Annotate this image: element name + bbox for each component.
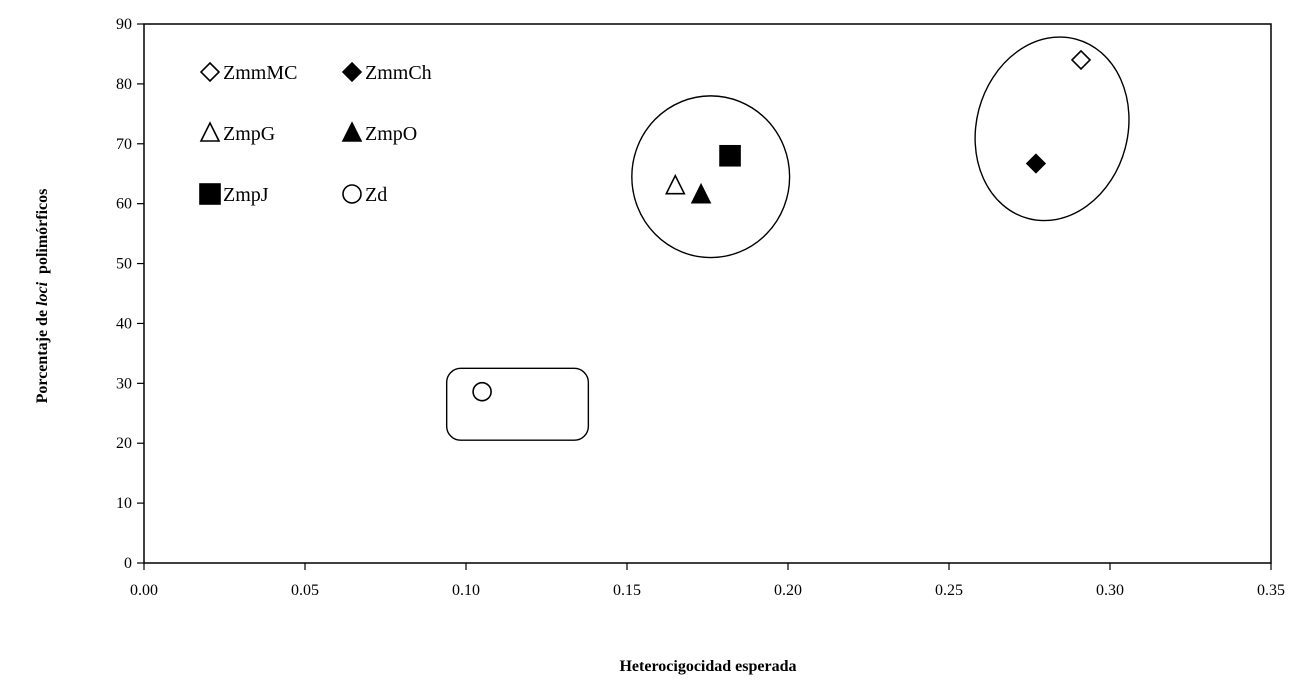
legend-marker-zmmch xyxy=(341,61,363,83)
x-tick-label: 0.25 xyxy=(935,582,963,599)
y-tick-label: 80 xyxy=(116,76,132,93)
legend-marker-zd xyxy=(342,184,362,204)
x-axis-title: Heterocigocidad esperada xyxy=(619,658,796,675)
legend-marker-zmpj xyxy=(199,183,221,205)
y-tick-label: 60 xyxy=(116,196,132,213)
legend: ZmmMC ZmmCh ZmpG ZmpO ZmpJ Zd xyxy=(199,61,432,206)
cluster-ellipse-zmm xyxy=(974,36,1130,222)
y-axis-title: Porcentaje de loci polimórficos xyxy=(34,189,51,404)
legend-label-zmpo: ZmpO xyxy=(365,123,417,145)
point-zd xyxy=(472,381,492,402)
legend-marker-zmpg xyxy=(199,121,221,142)
axes xyxy=(143,23,1272,564)
cluster-annotations xyxy=(445,36,1130,441)
legend-label-zmmch: ZmmCh xyxy=(365,62,432,84)
x-tick-label: 0.35 xyxy=(1257,582,1285,599)
x-tick-label: 0.30 xyxy=(1096,582,1124,599)
legend-label-zmmmc: ZmmMC xyxy=(223,62,297,84)
legend-marker-zmmmc xyxy=(199,61,221,83)
x-tick-label: 0.10 xyxy=(452,582,480,599)
data-points xyxy=(472,49,1092,402)
legend-marker-zmpo xyxy=(341,121,363,142)
legend-label-zmpg: ZmpG xyxy=(223,123,275,145)
y-tick-label: 40 xyxy=(116,315,132,332)
plot-area-frame xyxy=(143,23,1272,564)
cluster-box-zd xyxy=(445,367,590,441)
y-tick-label: 20 xyxy=(116,435,132,452)
point-zmpo xyxy=(690,182,712,204)
x-tick-label: 0.15 xyxy=(613,582,641,599)
y-tick-label: 90 xyxy=(116,16,132,33)
y-axis-title-part-1: Porcentaje de xyxy=(34,306,51,403)
legend-label-zmpj: ZmpJ xyxy=(223,184,269,206)
x-tick-label: 0.05 xyxy=(291,582,319,599)
y-axis-title-part-3: polimórficos xyxy=(34,189,51,282)
y-axis-ticks: 0 10 20 30 40 50 60 70 80 90 xyxy=(116,16,144,572)
y-axis-title-part-2: loci xyxy=(34,281,51,306)
y-tick-label: 50 xyxy=(116,256,132,273)
cluster-circle-zmp xyxy=(631,95,791,259)
x-tick-label: 0.20 xyxy=(774,582,802,599)
point-zmpg xyxy=(665,173,686,195)
y-tick-label: 70 xyxy=(116,136,132,153)
x-tick-label: 0.00 xyxy=(130,582,158,599)
point-zmmmc xyxy=(1070,49,1092,71)
x-axis-ticks: 0.00 0.05 0.10 0.15 0.20 0.25 0.30 0.35 xyxy=(130,563,1285,599)
point-zmpj xyxy=(719,144,741,167)
legend-label-zd: Zd xyxy=(365,184,387,206)
y-tick-label: 10 xyxy=(116,495,132,512)
y-tick-label: 30 xyxy=(116,375,132,392)
y-tick-label: 0 xyxy=(124,555,132,572)
point-zmmch xyxy=(1025,153,1047,174)
